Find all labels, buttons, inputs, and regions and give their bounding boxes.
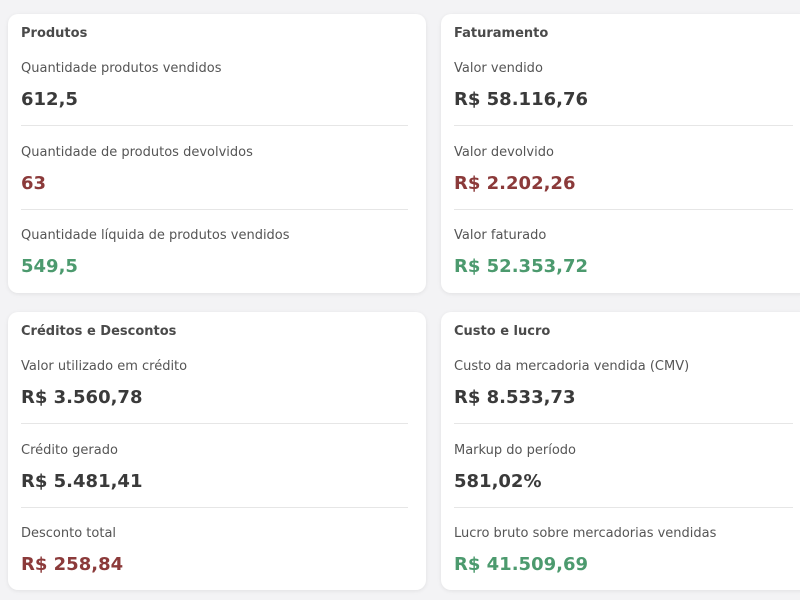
card-creditos-descontos: Créditos e Descontos Valor utilizado em … bbox=[8, 312, 426, 590]
divider bbox=[454, 209, 793, 210]
metric-markup: Markup do período 581,02% bbox=[454, 443, 793, 493]
divider bbox=[454, 125, 793, 126]
metric-label: Valor vendido bbox=[454, 61, 543, 76]
metric-value: R$ 52.353,72 bbox=[454, 256, 588, 277]
metric-quantidade-vendidos: Quantidade produtos vendidos 612,5 bbox=[21, 61, 408, 111]
metric-label: Crédito gerado bbox=[21, 443, 118, 458]
metric-valor-devolvido: Valor devolvido R$ 2.202,26 bbox=[454, 145, 793, 195]
metric-label: Desconto total bbox=[21, 526, 117, 541]
metric-label: Quantidade líquida de produtos vendidos bbox=[21, 228, 290, 243]
metric-label: Valor utilizado em crédito bbox=[21, 359, 188, 374]
metric-value: 549,5 bbox=[21, 256, 78, 277]
divider bbox=[21, 125, 408, 126]
metric-value: R$ 58.116,76 bbox=[454, 89, 588, 110]
divider bbox=[21, 423, 408, 424]
divider bbox=[21, 507, 408, 508]
divider bbox=[21, 209, 408, 210]
metric-label: Lucro bruto sobre mercadorias vendidas bbox=[454, 526, 717, 541]
metric-label: Valor devolvido bbox=[454, 145, 554, 160]
metric-value: R$ 41.509,69 bbox=[454, 554, 588, 575]
metric-label: Custo da mercadoria vendida (CMV) bbox=[454, 359, 690, 374]
card-title: Produtos bbox=[21, 26, 88, 41]
divider bbox=[454, 507, 793, 508]
card-title: Custo e lucro bbox=[454, 324, 551, 339]
metric-credito-gerado: Crédito gerado R$ 5.481,41 bbox=[21, 443, 408, 493]
metric-credito-utilizado: Valor utilizado em crédito R$ 3.560,78 bbox=[21, 359, 408, 409]
metric-value: R$ 3.560,78 bbox=[21, 387, 143, 408]
metric-desconto-total: Desconto total R$ 258,84 bbox=[21, 526, 408, 576]
metric-value: R$ 258,84 bbox=[21, 554, 124, 575]
metric-lucro-bruto: Lucro bruto sobre mercadorias vendidas R… bbox=[454, 526, 793, 576]
metric-value: R$ 8.533,73 bbox=[454, 387, 576, 408]
metric-value: 612,5 bbox=[21, 89, 78, 110]
metric-label: Quantidade de produtos devolvidos bbox=[21, 145, 253, 160]
metric-value: 581,02% bbox=[454, 471, 542, 492]
metric-value: R$ 5.481,41 bbox=[21, 471, 143, 492]
metric-label: Valor faturado bbox=[454, 228, 547, 243]
card-title: Faturamento bbox=[454, 26, 549, 41]
metric-valor-faturado: Valor faturado R$ 52.353,72 bbox=[454, 228, 793, 278]
card-faturamento: Faturamento Valor vendido R$ 58.116,76 V… bbox=[441, 14, 800, 293]
metric-value: R$ 2.202,26 bbox=[454, 173, 576, 194]
metric-cmv: Custo da mercadoria vendida (CMV) R$ 8.5… bbox=[454, 359, 793, 409]
metric-label: Quantidade produtos vendidos bbox=[21, 61, 222, 76]
card-produtos: Produtos Quantidade produtos vendidos 61… bbox=[8, 14, 426, 293]
card-title: Créditos e Descontos bbox=[21, 324, 177, 339]
metric-quantidade-liquida: Quantidade líquida de produtos vendidos … bbox=[21, 228, 408, 278]
metric-value: 63 bbox=[21, 173, 47, 194]
divider bbox=[454, 423, 793, 424]
metric-label: Markup do período bbox=[454, 443, 576, 458]
metric-valor-vendido: Valor vendido R$ 58.116,76 bbox=[454, 61, 793, 111]
metric-quantidade-devolvidos: Quantidade de produtos devolvidos 63 bbox=[21, 145, 408, 195]
card-custo-lucro: Custo e lucro Custo da mercadoria vendid… bbox=[441, 312, 800, 590]
